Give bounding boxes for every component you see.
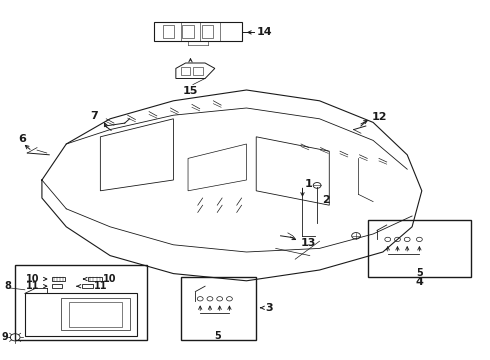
Text: 6: 6	[19, 134, 26, 144]
Text: 14: 14	[256, 27, 272, 37]
Text: 7: 7	[91, 111, 98, 121]
Text: 2: 2	[322, 195, 330, 205]
Text: 10: 10	[26, 274, 40, 284]
Text: 3: 3	[265, 303, 272, 313]
Text: 10: 10	[103, 274, 117, 284]
Text: 9: 9	[1, 332, 8, 342]
Text: 15: 15	[183, 86, 198, 96]
Text: 5: 5	[214, 330, 220, 341]
Text: 8: 8	[4, 281, 11, 291]
Text: 1: 1	[305, 179, 313, 189]
Text: 12: 12	[372, 112, 388, 122]
Text: 13: 13	[301, 238, 317, 248]
Text: 4: 4	[416, 276, 423, 287]
Text: 5: 5	[416, 267, 423, 278]
Text: 11: 11	[94, 281, 107, 291]
Text: 11: 11	[26, 281, 40, 291]
